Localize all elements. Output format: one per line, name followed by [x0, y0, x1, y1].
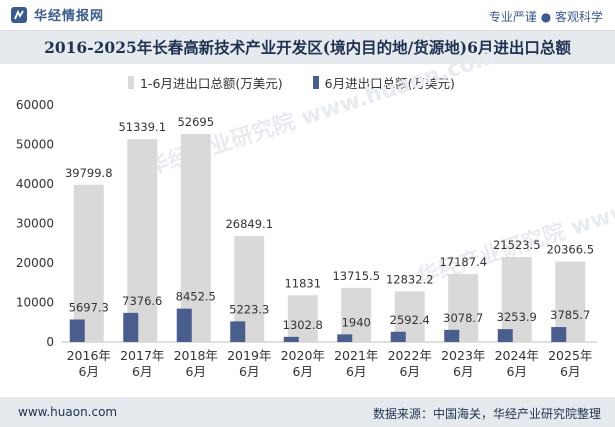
x-tick-label: 6月	[293, 364, 313, 379]
y-tick-label: 40000	[16, 177, 54, 191]
legend-item-series-1: 1-6月进出口总额(万美元)	[128, 73, 283, 92]
bar-series-2	[176, 308, 192, 342]
brand: 华经情报网	[10, 5, 104, 24]
y-tick-label: 0	[46, 335, 54, 349]
x-tick-label: 6月	[346, 364, 366, 379]
brand-name: 华经情报网	[34, 9, 105, 24]
data-label-series-2: 3253.9	[497, 310, 537, 324]
x-tick-label: 2025年	[548, 348, 592, 363]
x-tick-label: 2018年	[174, 348, 218, 363]
y-tick-label: 10000	[16, 296, 54, 310]
data-label-series-1: 12832.2	[386, 272, 434, 286]
top-bar: 华经情报网 专业严谨 ● 客观科学	[0, 0, 615, 31]
bar-series-2	[444, 329, 460, 342]
bar-series-2	[230, 321, 246, 342]
x-tick-label: 2016年	[67, 348, 111, 363]
legend-swatch-series-2	[312, 76, 319, 89]
x-tick-label: 2021年	[334, 348, 378, 363]
x-tick-label: 2020年	[281, 348, 325, 363]
x-tick-label: 6月	[186, 364, 206, 379]
legend-swatch-series-1	[128, 76, 134, 89]
bar-series-1	[180, 133, 211, 342]
logo-icon	[11, 6, 27, 23]
data-label-series-1: 20366.5	[546, 243, 594, 257]
legend: 1-6月进出口总额(万美元) 6月进出口总额(万美元)	[128, 73, 455, 92]
x-tick-label: 2024年	[495, 348, 539, 363]
footer-url: www.huaon.com	[18, 405, 118, 419]
y-tick-label: 20000	[16, 256, 54, 270]
data-label-series-2: 8452.5	[176, 290, 216, 304]
data-label-series-2: 5697.3	[69, 300, 109, 314]
data-label-series-1: 51339.1	[118, 120, 166, 134]
data-label-series-2: 2592.4	[390, 313, 430, 327]
data-label-series-2: 1940	[342, 315, 371, 329]
x-tick-label: 6月	[239, 364, 259, 379]
y-tick-label: 50000	[16, 138, 54, 152]
data-source: 数据来源：中国海关，华经产业研究院整理	[372, 407, 601, 421]
x-tick-label: 6月	[560, 364, 580, 379]
data-label-series-1: 26849.1	[225, 217, 273, 231]
bar-series-1	[287, 295, 318, 342]
x-tick-label: 6月	[132, 364, 152, 379]
x-tick-label: 2019年	[227, 348, 271, 363]
data-label-series-2: 3078.7	[443, 311, 483, 325]
data-label-series-1: 17187.4	[439, 255, 487, 269]
x-tick-label: 6月	[507, 364, 527, 379]
data-label-series-2: 3785.7	[550, 308, 590, 322]
x-tick-label: 6月	[79, 364, 99, 379]
y-tick-label: 60000	[16, 98, 54, 112]
data-label-series-1: 11831	[284, 276, 321, 290]
tagline: 专业严谨 ● 客观科学	[488, 10, 603, 24]
bar-series-2	[283, 336, 299, 342]
x-tick-label: 2017年	[120, 348, 164, 363]
chart-title: 2016-2025年长春高新技术产业开发区(境内目的地/货源地)6月进出口总额	[44, 38, 571, 57]
bar-series-1	[501, 256, 532, 342]
data-label-series-1: 52695	[177, 115, 214, 129]
data-label-series-1: 39799.8	[65, 166, 113, 180]
bar-series-1	[127, 139, 158, 342]
legend-item-series-2: 6月进出口总额(万美元)	[312, 73, 455, 92]
footer: www.huaon.com 数据来源：中国海关，华经产业研究院整理	[0, 397, 615, 427]
data-label-series-2: 7376.6	[122, 294, 162, 308]
data-label-series-1: 13715.5	[332, 269, 380, 283]
data-label-series-1: 21523.5	[493, 238, 541, 252]
bar-series-2	[551, 327, 567, 342]
x-tick-label: 6月	[453, 364, 473, 379]
x-tick-label: 6月	[400, 364, 420, 379]
bar-series-2	[497, 329, 513, 342]
legend-label-series-1: 1-6月进出口总额(万美元)	[140, 76, 283, 91]
y-tick-label: 30000	[16, 217, 54, 231]
bar-series-2	[69, 319, 85, 342]
bar-series-1	[341, 287, 372, 342]
bar-series-1	[73, 184, 104, 342]
bar-series-2	[337, 334, 353, 342]
legend-label-series-2: 6月进出口总额(万美元)	[324, 76, 455, 91]
data-label-series-2: 5223.3	[229, 302, 269, 316]
bar-series-2	[123, 312, 139, 342]
title-bar: 2016-2025年长春高新技术产业开发区(境内目的地/货源地)6月进出口总额	[0, 31, 615, 64]
x-tick-label: 2022年	[388, 348, 432, 363]
data-label-series-2: 1302.8	[283, 318, 323, 332]
x-tick-label: 2023年	[441, 348, 485, 363]
bar-series-2	[390, 331, 406, 342]
